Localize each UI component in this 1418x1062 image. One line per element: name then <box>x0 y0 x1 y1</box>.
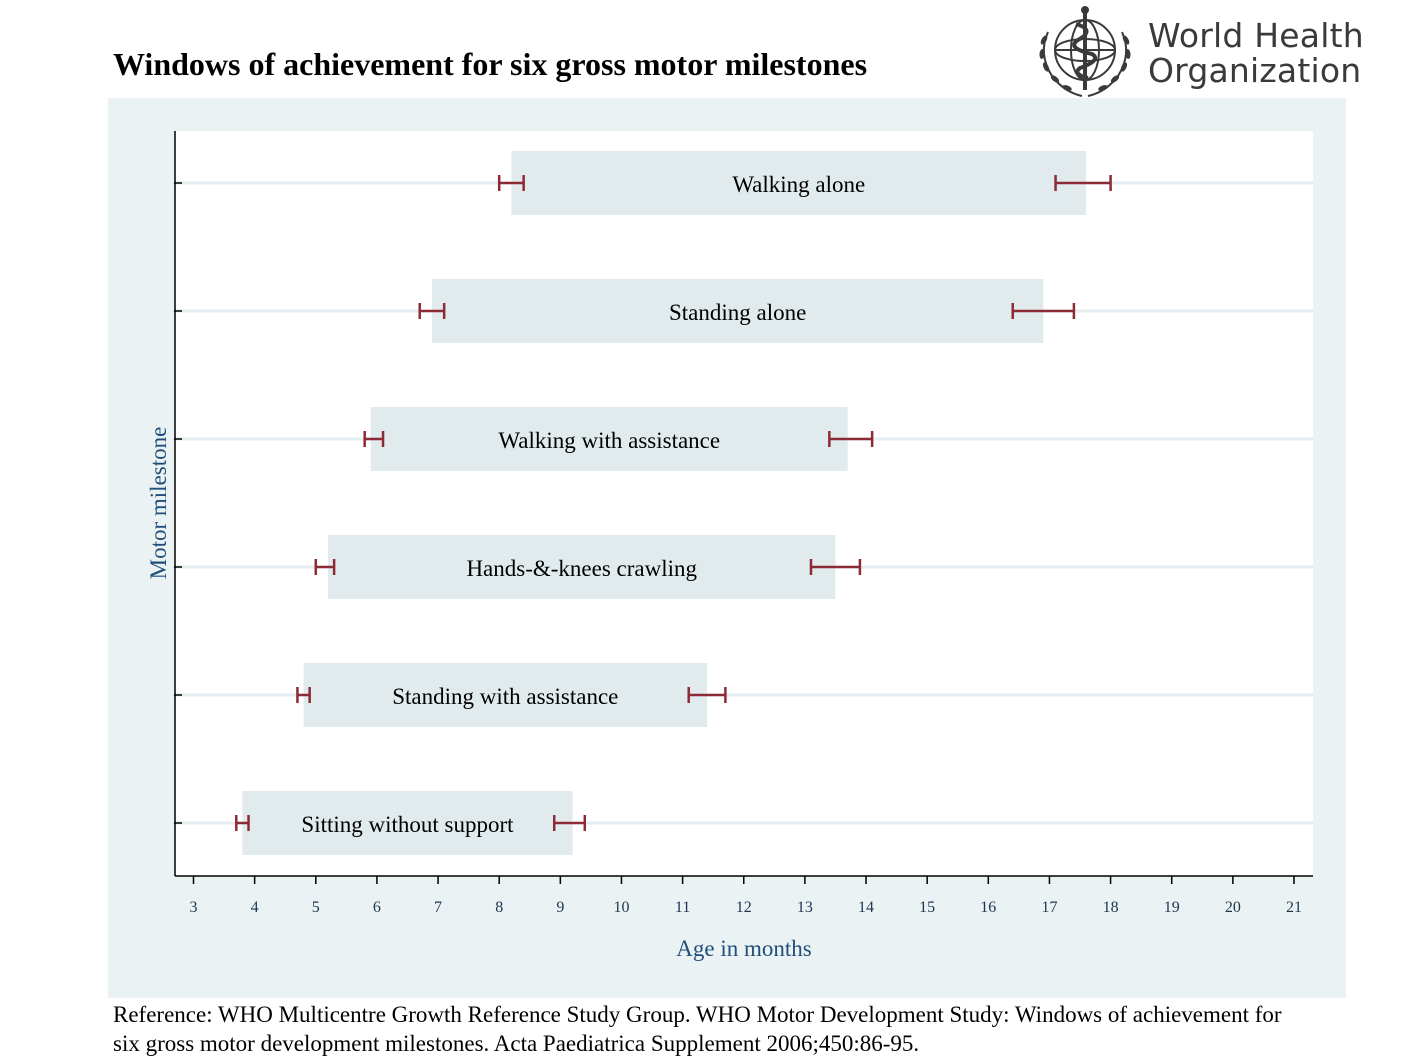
x-tick-label: 7 <box>434 899 442 916</box>
x-tick-label: 10 <box>613 899 629 916</box>
who-logo: World Health Organization <box>1030 4 1364 100</box>
milestone-label: Sitting without support <box>301 812 514 837</box>
x-tick-label: 4 <box>251 899 259 916</box>
x-tick-label: 3 <box>190 899 198 916</box>
milestone-label: Walking alone <box>732 172 865 197</box>
x-tick-label: 15 <box>919 899 935 916</box>
x-tick-label: 14 <box>858 899 874 916</box>
milestone-label: Standing with assistance <box>392 684 618 709</box>
who-emblem-icon <box>1039 6 1131 97</box>
plot-area <box>175 131 1313 876</box>
x-tick-label: 18 <box>1103 899 1119 916</box>
window-bar <box>242 791 573 855</box>
window-bar <box>431 279 1044 343</box>
x-tick-label: 12 <box>736 899 752 916</box>
x-tick-label: 8 <box>495 899 503 916</box>
milestone-label: Hands-&-knees crawling <box>466 556 697 581</box>
x-tick-label: 16 <box>980 899 996 916</box>
x-tick-label: 19 <box>1164 899 1180 916</box>
window-bar <box>511 151 1087 215</box>
x-tick-label: 21 <box>1286 899 1302 916</box>
window-bar <box>370 407 848 471</box>
x-tick-label: 17 <box>1041 899 1057 916</box>
x-tick-label: 11 <box>675 899 690 916</box>
y-axis-title: Motor milestone <box>146 427 171 580</box>
org-name-line1: World Health <box>1148 16 1364 55</box>
milestone-label: Standing alone <box>669 300 806 325</box>
window-bar <box>328 535 836 599</box>
x-tick-label: 9 <box>556 899 564 916</box>
reference-note: Reference: WHO Multicentre Growth Refere… <box>113 1002 1282 1056</box>
x-tick-label: 13 <box>797 899 813 916</box>
window-bar <box>303 663 708 727</box>
chart-title: Windows of achievement for six gross mot… <box>113 46 868 82</box>
x-tick-label: 6 <box>373 899 381 916</box>
x-axis-title: Age in months <box>676 936 811 961</box>
org-name-line2: Organization <box>1148 51 1362 90</box>
x-tick-label: 5 <box>312 899 320 916</box>
x-tick-label: 20 <box>1225 899 1241 916</box>
milestone-label: Walking with assistance <box>498 428 720 453</box>
